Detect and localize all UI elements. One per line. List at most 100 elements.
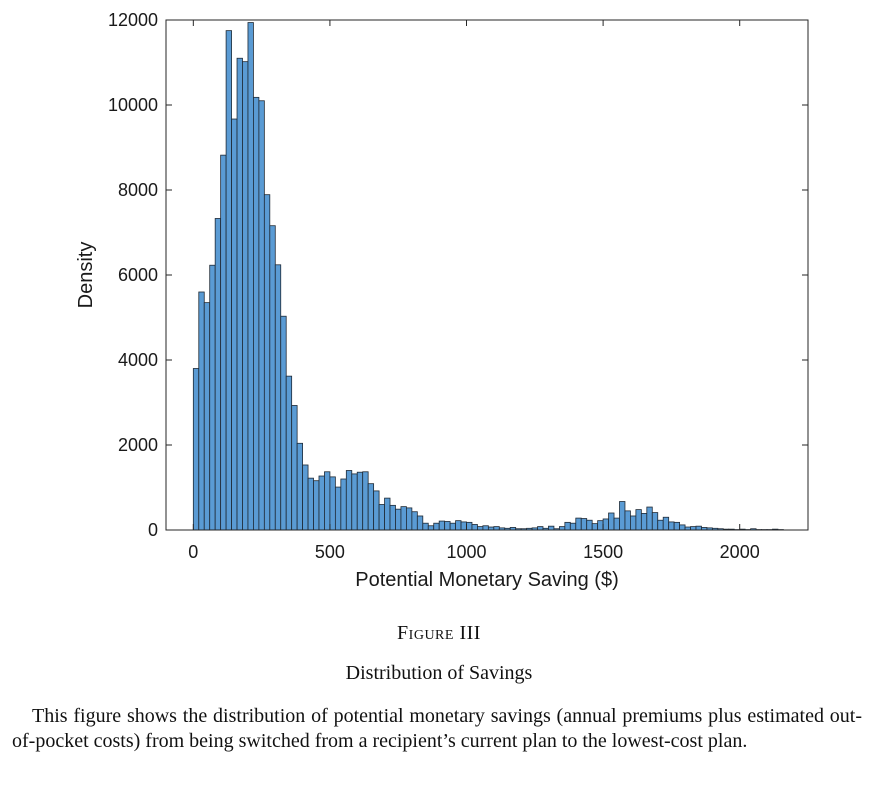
histogram-bar — [274, 264, 282, 531]
histogram-chart: 0 500 1000 1500 2000 0 2000 4000 6000 8000 10000 12… — [75, 10, 809, 591]
histogram-bar — [477, 526, 484, 531]
histogram-bar — [231, 118, 238, 531]
histogram-bar — [269, 225, 276, 531]
y-tick-label: 0 — [148, 520, 158, 540]
histogram-bar — [690, 526, 697, 531]
histogram-bar — [406, 507, 413, 531]
histogram-bar — [569, 522, 577, 531]
axis-ticks: 0 500 1000 1500 2000 0 2000 4000 6000 8000 10000 12… — [108, 10, 808, 562]
histogram-bar — [482, 525, 489, 531]
histogram-bar — [209, 264, 216, 531]
histogram-bar — [646, 506, 653, 531]
histogram-bar — [591, 523, 599, 531]
histogram-bar — [225, 30, 232, 531]
histogram-bar — [242, 61, 249, 531]
y-tick-label: 10000 — [108, 95, 158, 115]
x-tick-label: 2000 — [720, 542, 760, 562]
histogram-bar — [444, 521, 451, 531]
histogram-bar — [395, 508, 402, 531]
figure-caption: This figure shows the distribution of po… — [12, 705, 862, 752]
histogram-bar — [564, 521, 571, 531]
histogram-bar — [466, 521, 473, 531]
histogram-bar — [630, 515, 637, 531]
histogram-bar — [695, 525, 702, 531]
histogram-bar — [548, 525, 555, 531]
histogram-bar — [280, 315, 287, 531]
x-tick-label: 500 — [315, 542, 345, 562]
histogram-bar — [679, 524, 686, 531]
histogram-bar — [662, 516, 670, 531]
x-tick-label: 0 — [188, 542, 198, 562]
histogram-bar — [422, 522, 429, 531]
histogram-bar — [460, 521, 467, 531]
histogram-bar — [558, 526, 566, 531]
histogram-bar — [192, 368, 200, 531]
histogram-bar — [214, 218, 222, 531]
histogram-bar — [345, 470, 353, 531]
y-tick-label: 8000 — [118, 180, 158, 200]
y-tick-label: 2000 — [118, 435, 158, 455]
histogram-bar — [334, 486, 342, 531]
histogram-bar — [307, 477, 314, 531]
histogram-bar — [411, 511, 418, 531]
figure-label: Figure III — [397, 622, 481, 644]
histogram-bar — [389, 504, 396, 531]
histogram-bar — [635, 509, 642, 531]
histogram-bar — [253, 96, 260, 531]
histogram-bar — [586, 519, 593, 531]
histogram-bar — [318, 475, 325, 531]
y-tick-label: 6000 — [118, 265, 158, 285]
histogram-bars — [192, 22, 784, 531]
histogram-bar — [351, 473, 358, 531]
histogram-bar — [619, 501, 626, 531]
histogram-bar — [657, 519, 664, 531]
histogram-bar — [455, 520, 462, 531]
histogram-bar — [258, 100, 265, 531]
y-tick-label: 4000 — [118, 350, 158, 370]
histogram-bar — [673, 521, 680, 531]
histogram-bar — [220, 154, 227, 531]
histogram-bar — [247, 22, 254, 531]
histogram-bar — [668, 521, 675, 531]
histogram-bar — [493, 526, 500, 531]
x-tick-label: 1500 — [583, 542, 623, 562]
histogram-bar — [378, 504, 385, 531]
histogram-bar — [624, 510, 631, 531]
histogram-bar — [198, 291, 205, 531]
histogram-bar — [362, 471, 369, 531]
y-tick-label: 12000 — [108, 10, 158, 30]
x-tick-label: 1000 — [446, 542, 486, 562]
histogram-bar — [580, 518, 588, 531]
histogram-bar — [367, 483, 375, 531]
histogram-bar — [263, 194, 271, 531]
histogram-bar — [602, 518, 609, 531]
histogram-bar — [373, 490, 380, 531]
x-axis-label: Potential Monetary Saving ($) — [355, 569, 618, 591]
histogram-bar — [651, 512, 659, 531]
histogram-bar — [608, 512, 615, 531]
histogram-bar — [340, 478, 347, 531]
y-axis-label: Density — [75, 242, 97, 309]
histogram-bar — [416, 515, 424, 531]
histogram-bar — [613, 517, 620, 531]
histogram-bar — [449, 522, 456, 531]
histogram-bar — [537, 526, 544, 531]
histogram-bar — [427, 525, 435, 531]
histogram-bar — [296, 442, 303, 531]
histogram-bar — [471, 524, 478, 531]
histogram-bar — [285, 375, 293, 531]
histogram-bar — [433, 522, 440, 531]
histogram-bar — [291, 405, 298, 531]
histogram-bar — [324, 471, 331, 531]
histogram-bar — [302, 464, 309, 531]
histogram-bar — [356, 471, 364, 531]
histogram-bar — [575, 517, 582, 531]
histogram-bar — [313, 480, 320, 531]
histogram-bar — [203, 302, 211, 531]
figure-title: Distribution of Savings — [345, 662, 533, 684]
histogram-bar — [597, 520, 604, 531]
histogram-bar — [400, 506, 407, 531]
histogram-bar — [640, 513, 648, 531]
histogram-bar — [329, 476, 336, 531]
histogram-bar — [384, 497, 391, 531]
